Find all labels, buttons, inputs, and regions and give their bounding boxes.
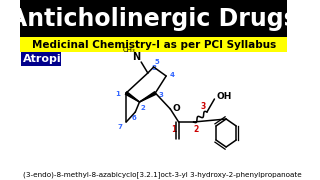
Text: 8: 8	[151, 65, 156, 71]
Text: 2: 2	[140, 105, 145, 111]
Text: 5: 5	[155, 59, 159, 65]
Text: 3: 3	[159, 92, 164, 98]
Polygon shape	[140, 92, 156, 102]
Text: 6: 6	[131, 115, 136, 121]
Text: 2: 2	[194, 125, 199, 134]
FancyBboxPatch shape	[20, 37, 287, 52]
Text: Anticholinergic Drugs: Anticholinergic Drugs	[9, 7, 298, 31]
FancyBboxPatch shape	[20, 0, 287, 37]
Text: OH: OH	[216, 91, 231, 100]
Text: Atropine: Atropine	[23, 54, 77, 64]
Text: 3: 3	[200, 102, 205, 111]
Text: 1: 1	[116, 91, 120, 97]
Polygon shape	[125, 92, 140, 102]
Text: CH₃: CH₃	[123, 47, 136, 53]
Text: 4: 4	[170, 72, 174, 78]
Text: 1: 1	[171, 125, 176, 134]
Text: 7: 7	[118, 124, 123, 130]
Text: O: O	[173, 103, 180, 112]
Text: (3-endo)-8-methyl-8-azabicyclo[3.2.1]oct-3-yl 3-hydroxy-2-phenylpropanoate: (3-endo)-8-methyl-8-azabicyclo[3.2.1]oct…	[23, 172, 302, 178]
FancyBboxPatch shape	[21, 52, 61, 66]
Text: Medicinal Chemistry-I as per PCI Syllabus: Medicinal Chemistry-I as per PCI Syllabu…	[32, 39, 276, 50]
Text: N: N	[132, 52, 140, 62]
